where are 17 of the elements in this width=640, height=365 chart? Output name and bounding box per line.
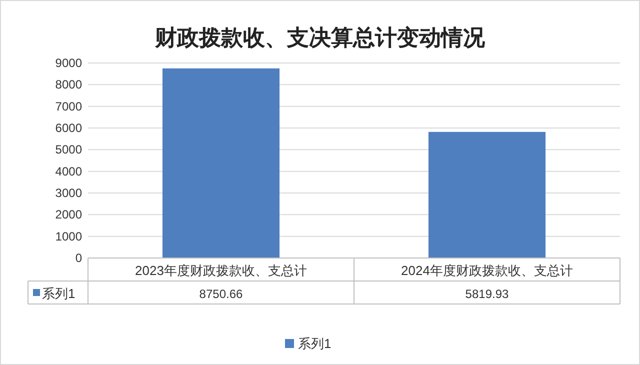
- chart-title: 财政拨款收、支决算总计变动情况: [154, 25, 486, 50]
- data-label: 5819.93: [465, 287, 510, 301]
- y-tick-label: 9000: [55, 56, 82, 70]
- x-tick-label: 2023年度财政拨款收、支总计: [135, 263, 307, 278]
- legend-label: 系列1: [298, 336, 332, 351]
- y-tick-label: 3000: [55, 186, 82, 200]
- y-tick-label: 4000: [55, 164, 82, 178]
- text: 系列1: [42, 286, 76, 301]
- y-tick-label: 1000: [55, 229, 82, 244]
- y-tick-label: 7000: [55, 99, 82, 114]
- data-label: 8750.66: [199, 287, 244, 301]
- y-tick-label: 2000: [55, 208, 82, 222]
- y-tick-label: 8000: [55, 78, 82, 92]
- y-tick-label: 0: [75, 251, 82, 265]
- y-tick-label: 5000: [55, 142, 82, 157]
- x-tick-label: 2024年度财政拨款收、支总计: [401, 263, 573, 278]
- y-tick-label: 6000: [55, 121, 82, 135]
